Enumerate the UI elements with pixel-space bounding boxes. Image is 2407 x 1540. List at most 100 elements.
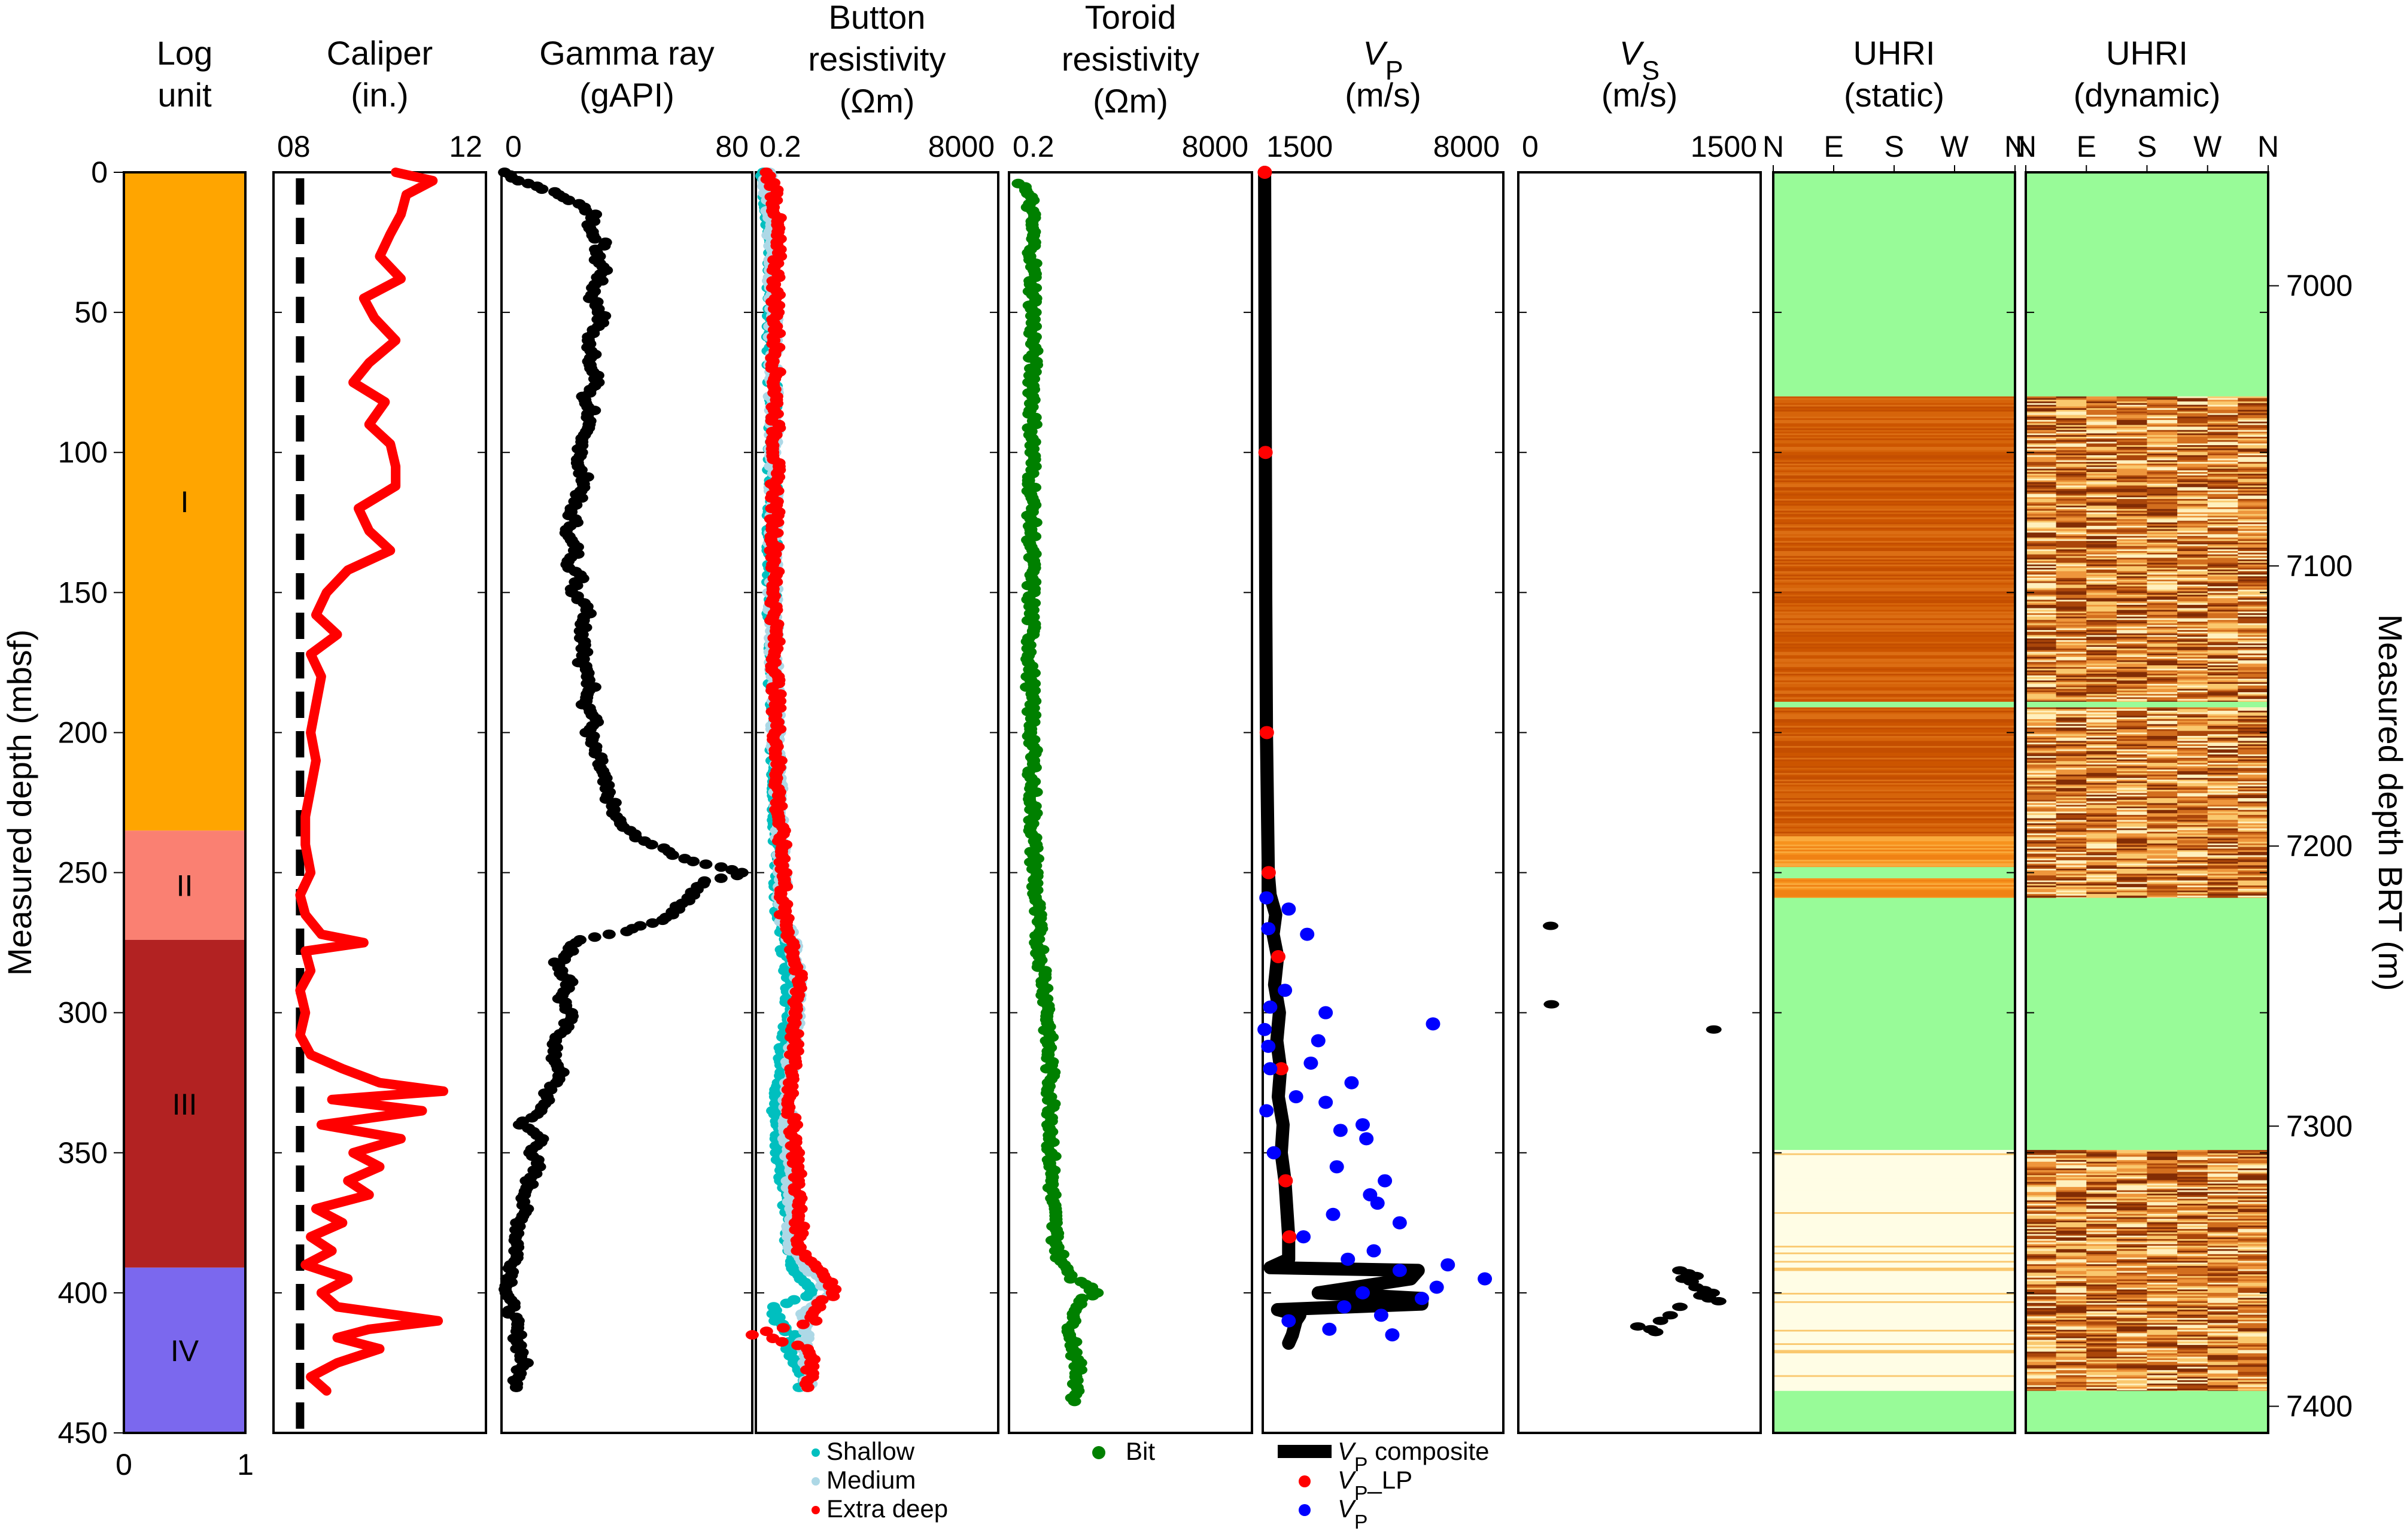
image-row	[1773, 754, 2015, 757]
image-row	[1773, 766, 2015, 768]
image-pixel	[2207, 408, 2238, 410]
image-row	[1773, 793, 2015, 795]
image-row	[1773, 510, 2015, 513]
image-row	[1773, 625, 2015, 627]
image-row	[1773, 781, 2015, 784]
data-point	[809, 1316, 823, 1326]
data-point	[1086, 1291, 1099, 1301]
scale-max-label: 80	[715, 130, 749, 163]
image-row	[1773, 535, 2015, 538]
image-pixel	[2147, 430, 2178, 433]
data-point	[1385, 1328, 1400, 1342]
data-point	[1326, 1207, 1341, 1221]
image-row	[1773, 479, 2015, 481]
right-axis-tick-label: 7300	[2286, 1109, 2353, 1143]
image-row	[1773, 1256, 2015, 1258]
image-row	[1773, 701, 2015, 702]
image-pixel	[2147, 427, 2178, 429]
image-row	[1773, 1380, 2015, 1383]
image-pixel	[2116, 431, 2147, 434]
image-row	[1773, 815, 2015, 817]
image-row	[1773, 1325, 2015, 1327]
image-pixel	[2238, 396, 2269, 398]
image-row	[1773, 1355, 2015, 1358]
track-title: (static)	[1844, 76, 1944, 114]
image-row	[1773, 806, 2015, 809]
image-pixel	[2177, 421, 2208, 424]
data-point	[1426, 1017, 1440, 1031]
data-point	[1303, 1056, 1318, 1070]
image-row	[1773, 888, 2015, 891]
image-row	[1773, 494, 2015, 496]
image-row	[1773, 813, 2015, 815]
image-row	[1773, 630, 2015, 632]
image-pixel	[2207, 403, 2238, 406]
image-pixel	[2056, 398, 2087, 400]
image-row	[1773, 583, 2015, 585]
right-axis-tick-label: 7000	[2286, 269, 2353, 303]
image-row	[1773, 890, 2015, 892]
image-row	[1773, 1321, 2015, 1323]
image-row	[1773, 473, 2015, 476]
image-row	[1773, 823, 2015, 826]
data-point	[1341, 1252, 1356, 1266]
image-row	[1773, 492, 2015, 495]
image-row	[1773, 1368, 2015, 1371]
track-title: (m/s)	[1601, 76, 1678, 114]
image-pixel	[2207, 413, 2238, 415]
no-data-band	[2026, 897, 2268, 1151]
image-row	[1773, 454, 2015, 456]
image-row	[1773, 1335, 2015, 1337]
image-pixel	[2238, 410, 2269, 412]
image-row	[1773, 1200, 2015, 1203]
image-pixel	[2207, 415, 2238, 417]
data-point	[1318, 1006, 1333, 1019]
image-pixel	[2177, 400, 2208, 402]
image-row	[1773, 618, 2015, 620]
data-point	[1648, 1328, 1664, 1337]
image-pixel	[2207, 404, 2238, 407]
data-point	[1710, 1296, 1727, 1305]
image-row	[1773, 1194, 2015, 1196]
image-row	[1773, 697, 2015, 699]
image-pixel	[2177, 398, 2208, 400]
image-row	[1773, 581, 2015, 583]
image-row	[1773, 830, 2015, 832]
data-point	[1478, 1272, 1493, 1286]
image-row	[1773, 1267, 2015, 1270]
image-row	[1773, 1230, 2015, 1233]
image-row	[1773, 633, 2015, 636]
data-point	[1257, 1022, 1272, 1036]
image-pixel	[2026, 398, 2057, 400]
image-row	[1773, 551, 2015, 553]
azimuth-label: W	[2193, 130, 2222, 163]
series-caliper	[295, 168, 448, 1396]
track-title: VS	[1619, 34, 1660, 86]
image-row	[1773, 1353, 2015, 1356]
image-row	[1773, 450, 2015, 452]
image-row	[1773, 751, 2015, 753]
image-row	[1773, 764, 2015, 767]
image-row	[1773, 1352, 2015, 1354]
image-row	[1773, 811, 2015, 814]
image-pixel	[2207, 430, 2238, 433]
image-row	[1773, 448, 2015, 451]
track-title: (m/s)	[1345, 76, 1421, 114]
image-pixel	[2147, 437, 2178, 439]
image-row	[1773, 717, 2015, 720]
data-point	[1261, 866, 1276, 879]
image-row	[1773, 853, 2015, 856]
data-point	[511, 176, 525, 186]
image-pixel	[2147, 421, 2178, 424]
image-row	[1773, 396, 2015, 398]
image-row	[1773, 1284, 2015, 1287]
data-point	[646, 918, 660, 928]
image-row	[1773, 658, 2015, 661]
data-point	[1300, 927, 1315, 941]
image-row	[1773, 861, 2015, 864]
image-row	[1773, 1209, 2015, 1211]
image-pixel	[2026, 396, 2057, 398]
image-row	[1773, 749, 2015, 751]
